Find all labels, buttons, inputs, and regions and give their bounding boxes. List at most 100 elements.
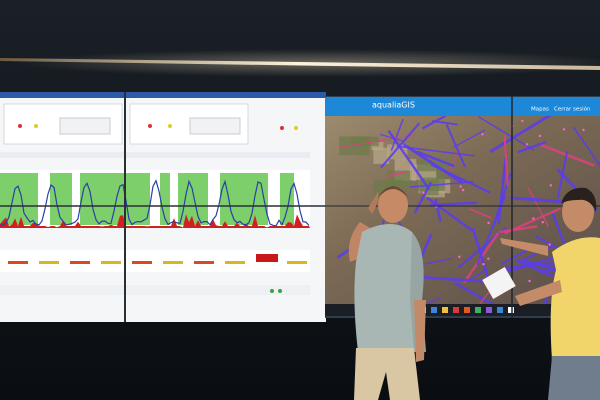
level-bar (225, 261, 245, 264)
node (458, 255, 461, 258)
chart-band (280, 173, 294, 225)
person-part (561, 187, 597, 212)
person-part (548, 356, 600, 400)
person-part (562, 192, 594, 232)
taskbar-icon (464, 307, 470, 313)
pipe (386, 170, 407, 178)
pipe (339, 134, 416, 149)
person (482, 187, 600, 400)
node (487, 257, 490, 260)
pipe (380, 133, 404, 142)
node (487, 221, 490, 225)
pipe (453, 281, 496, 304)
chart-line (0, 179, 310, 227)
app-logo: aqualiaGIS (372, 101, 415, 110)
person-part (414, 300, 426, 362)
menu-item[interactable]: Mapas (531, 107, 549, 113)
dashboard-screen-part (148, 124, 152, 128)
node (459, 185, 462, 188)
chart-area (0, 214, 310, 228)
node (482, 263, 485, 266)
level-bar (70, 261, 90, 264)
pipe (503, 135, 509, 187)
person-part (550, 237, 600, 360)
pipe (424, 297, 441, 304)
node (461, 188, 465, 192)
pipe (413, 181, 433, 214)
node (538, 134, 542, 138)
dashboard-screen-part (0, 285, 310, 295)
level-bar (287, 261, 307, 264)
field (373, 147, 390, 164)
dashboard-screen-part (278, 289, 282, 293)
pipe (572, 126, 600, 167)
taskbar-icon (442, 307, 448, 313)
pipe (527, 187, 549, 228)
taskbar-icon (486, 307, 492, 313)
dashboard-screen-part (0, 92, 326, 98)
pipe (515, 258, 554, 278)
ceiling-light (0, 49, 600, 77)
pipe (467, 268, 488, 282)
chart-band (160, 173, 170, 225)
taskbar-icon (497, 307, 503, 313)
person-part (354, 224, 420, 352)
pipe (429, 201, 477, 207)
node (528, 279, 531, 283)
node (582, 128, 585, 132)
chart-band (0, 173, 38, 225)
node (422, 191, 425, 194)
trend-chart (0, 173, 310, 228)
pipe (452, 129, 486, 148)
taskbar-icon (431, 307, 437, 313)
pipe (434, 199, 442, 222)
level-bar (194, 261, 214, 264)
pipe (387, 129, 431, 191)
pipe (543, 287, 551, 304)
person-part (378, 186, 408, 198)
person-part (515, 280, 562, 306)
menu-item[interactable]: Cerrar sesión (554, 106, 591, 113)
level-bars (8, 254, 307, 264)
pipe (468, 208, 492, 219)
chart-band (178, 173, 208, 225)
field (350, 136, 379, 147)
dashboard-screen-part (59, 117, 111, 135)
node (532, 217, 535, 220)
pipe (416, 150, 455, 168)
dashboard-screen-part (189, 117, 241, 135)
chart-band (80, 173, 150, 225)
pipe (477, 116, 535, 152)
dashboard-screen-part (0, 250, 310, 272)
level-bar (256, 254, 278, 262)
level-bar (39, 261, 59, 264)
dashboard-screen (0, 92, 326, 322)
pipe (421, 116, 447, 130)
taskbar-icon (508, 307, 514, 313)
node (562, 128, 566, 131)
level-bar (101, 261, 121, 264)
person (348, 186, 426, 400)
taskbar (420, 307, 514, 313)
pipe (409, 180, 474, 188)
level-bar (163, 261, 183, 264)
pipe (489, 116, 552, 154)
level-bar (8, 261, 28, 264)
node (541, 221, 544, 224)
node (521, 119, 524, 123)
dashboard-screen-part (34, 124, 38, 128)
pipe (402, 142, 464, 184)
dashboard-screen-part (168, 124, 172, 128)
chart-band (220, 173, 268, 225)
pipe (517, 140, 547, 154)
pipe (540, 143, 596, 167)
person-part (500, 238, 548, 256)
ceiling-light-part (0, 58, 600, 70)
gis-screen-part (325, 97, 600, 116)
pipe (521, 258, 559, 272)
dashboard-screen-part (18, 124, 22, 128)
level-bar (132, 261, 152, 264)
taskbar-icon (475, 307, 481, 313)
node (549, 184, 553, 187)
